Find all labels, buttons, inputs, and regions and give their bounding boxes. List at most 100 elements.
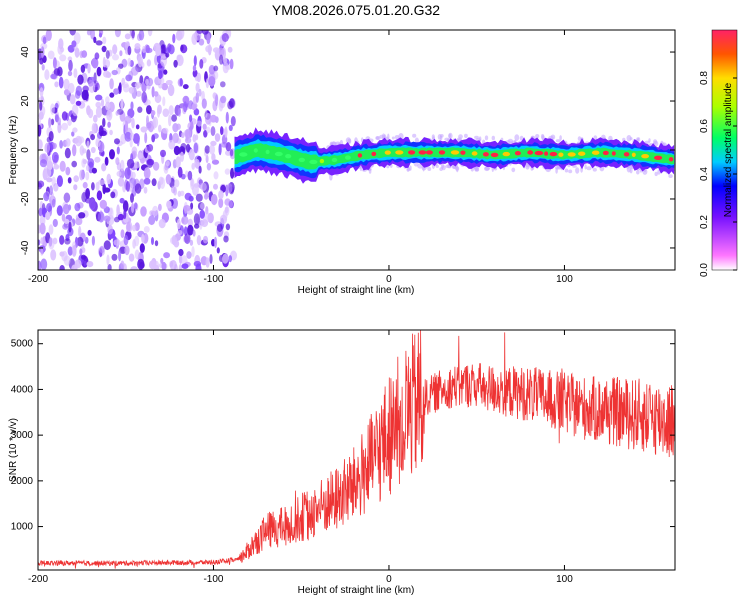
noise-blob: [101, 163, 107, 172]
signal-halo-blob: [412, 133, 417, 138]
noise-blob: [98, 32, 103, 38]
noise-blob: [195, 92, 199, 103]
noise-blob: [67, 118, 72, 127]
snr-xtick-label: -200: [28, 574, 48, 585]
noise-blob: [40, 95, 44, 102]
noise-blob: [112, 54, 119, 61]
noise-blob: [85, 188, 90, 199]
noise-blob: [220, 126, 224, 136]
noise-blob: [127, 57, 132, 67]
noise-blob: [90, 30, 95, 40]
noise-blob: [109, 129, 113, 136]
noise-blob: [195, 263, 202, 270]
noise-blob: [103, 70, 110, 78]
noise-blob: [95, 40, 103, 46]
noise-blob: [205, 154, 209, 164]
noise-blob: [62, 223, 69, 230]
noise-blob: [87, 229, 92, 236]
signal-halo-blob: [437, 134, 442, 140]
noise-blob: [165, 52, 170, 58]
noise-blob: [139, 262, 145, 269]
noise-blob: [39, 87, 44, 97]
noise-blob: [73, 175, 79, 183]
noise-blob: [42, 36, 47, 45]
noise-blob: [172, 236, 178, 246]
signal-halo-blob: [435, 164, 439, 168]
noise-blob: [134, 235, 140, 247]
colorbar-tick-label: 0.8: [699, 71, 710, 85]
noise-blob: [177, 166, 183, 178]
noise-blob: [218, 190, 224, 200]
signal-hotspot: [482, 152, 489, 157]
signal-hotspot: [460, 150, 466, 155]
noise-blob: [219, 47, 225, 57]
noise-blob: [47, 50, 55, 60]
noise-blob: [210, 126, 216, 137]
noise-blob: [204, 191, 210, 198]
signal-hotspot: [298, 157, 305, 163]
noise-blob: [192, 134, 197, 143]
noise-blob: [186, 251, 192, 259]
snr-frame: [37, 329, 676, 571]
signal-halo-blob: [441, 165, 446, 171]
noise-blob: [162, 108, 170, 117]
noise-blob: [196, 120, 202, 127]
noise-blob: [131, 224, 137, 232]
noise-blob: [68, 59, 73, 72]
noise-blob: [141, 91, 147, 104]
noise-blob: [221, 141, 227, 148]
noise-blob: [212, 47, 220, 53]
snr-marks: [38, 330, 675, 569]
signal-hotspot: [654, 155, 663, 160]
noise-blob: [180, 44, 184, 52]
noise-blob: [177, 30, 185, 40]
noise-blob: [115, 110, 119, 116]
noise-blob: [124, 115, 132, 124]
noise-blob: [195, 193, 203, 202]
noise-blob: [173, 59, 178, 68]
noise-blob: [109, 149, 115, 160]
noise-blob: [59, 54, 67, 62]
noise-blob: [165, 160, 170, 167]
noise-blob: [203, 130, 208, 138]
noise-blob: [194, 158, 200, 169]
signal-hotspot: [285, 154, 292, 159]
signal-halo-blob: [375, 136, 380, 140]
signal-halo-blob: [555, 139, 561, 143]
noise-blob: [86, 140, 90, 149]
noise-blob: [44, 69, 50, 81]
noise-blob: [57, 122, 62, 134]
signal-halo-blob: [668, 174, 673, 179]
signal-halo-blob: [559, 135, 562, 141]
signal-halo-blob: [448, 133, 452, 139]
signal-hotspot: [502, 151, 510, 157]
noise-blob: [53, 183, 59, 192]
noise-blob: [68, 82, 75, 94]
noise-blob: [191, 246, 195, 258]
signal-halo-blob: [359, 165, 363, 172]
noise-blob: [71, 264, 78, 270]
snr-xlabel: Height of straight line (km): [298, 585, 415, 596]
noise-blob: [38, 139, 43, 150]
noise-blob: [56, 175, 64, 187]
noise-blob: [58, 76, 64, 89]
noise-blob: [229, 58, 234, 70]
noise-blob: [90, 134, 95, 141]
noise-blob: [178, 248, 184, 257]
snr-ytick-label: 1000: [11, 522, 34, 533]
noise-blob: [143, 226, 150, 233]
noise-blob: [213, 236, 218, 249]
noise-blob: [210, 194, 218, 206]
noise-blob: [220, 95, 227, 104]
signal-hotspot: [438, 150, 446, 155]
noise-blob: [163, 69, 168, 75]
noise-blob: [85, 165, 90, 171]
noise-blob: [78, 225, 82, 238]
noise-blob: [172, 33, 176, 44]
noise-blob: [63, 89, 70, 96]
noise-blob: [176, 123, 181, 130]
noise-blob: [226, 183, 233, 194]
signal-hotspot: [331, 157, 338, 163]
noise-blob: [202, 235, 209, 244]
noise-blob: [192, 183, 199, 196]
